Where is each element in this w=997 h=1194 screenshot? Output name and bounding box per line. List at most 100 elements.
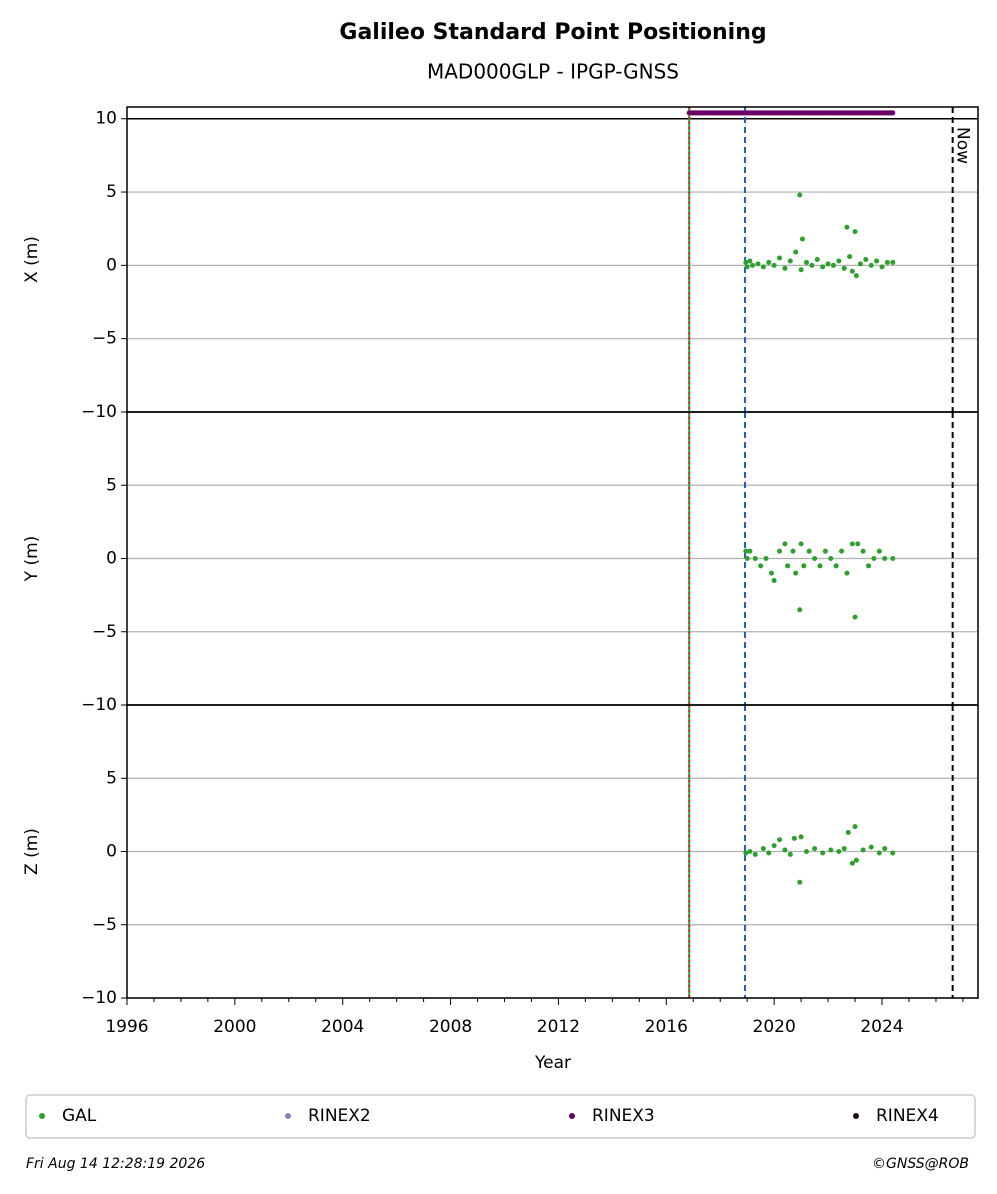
data-point	[798, 267, 804, 273]
data-point	[744, 556, 750, 561]
data-point	[890, 110, 896, 116]
data-point	[820, 264, 826, 270]
legend-marker	[285, 1113, 291, 1119]
data-point	[752, 110, 758, 116]
data-point	[882, 846, 888, 852]
data-point	[771, 262, 777, 268]
data-point	[836, 849, 842, 854]
y-tick-label: 0	[106, 255, 117, 275]
data-point	[820, 850, 826, 856]
data-point	[857, 261, 863, 267]
data-point	[777, 255, 783, 261]
data-point	[868, 844, 874, 850]
data-point	[791, 835, 797, 841]
data-point	[874, 110, 880, 116]
data-point	[747, 548, 753, 554]
data-point	[755, 261, 761, 267]
data-point	[853, 857, 859, 863]
y-tick-label: 10	[95, 109, 117, 129]
data-point	[890, 259, 896, 265]
data-point	[841, 846, 847, 852]
data-point	[798, 541, 804, 547]
data-point	[793, 249, 799, 255]
data-point	[876, 548, 882, 554]
data-point	[758, 563, 764, 569]
y-tick-label: −5	[92, 915, 117, 935]
data-point	[790, 548, 796, 554]
data-point	[787, 258, 793, 264]
y-tick-label: 0	[106, 842, 117, 862]
data-point	[752, 851, 758, 857]
data-point	[833, 563, 839, 569]
data-point	[686, 110, 692, 116]
data-point	[847, 110, 853, 116]
data-point	[798, 834, 804, 840]
data-point	[849, 860, 855, 866]
data-point	[799, 236, 805, 242]
data-point	[797, 192, 803, 198]
data-point	[820, 110, 826, 116]
data-point	[863, 257, 869, 262]
data-point	[793, 570, 799, 576]
data-point	[760, 264, 766, 270]
chart-title: Galileo Standard Point Positioning	[339, 20, 766, 45]
y-axis-label: Z (m)	[22, 828, 42, 875]
data-point	[752, 556, 758, 561]
x-tick-label: 2004	[321, 1017, 364, 1037]
data-point	[766, 110, 772, 116]
data-point	[852, 614, 858, 620]
y-axis-label: X (m)	[22, 236, 42, 283]
marker-label: Now	[953, 127, 973, 164]
data-point	[771, 843, 777, 849]
data-point	[833, 110, 839, 116]
data-point	[855, 541, 861, 547]
data-point	[698, 110, 704, 116]
data-point	[809, 262, 815, 268]
data-point	[839, 548, 845, 554]
y-tick-label: 5	[106, 182, 117, 202]
y-tick-label: −5	[92, 622, 117, 642]
data-point	[760, 846, 766, 852]
data-point	[844, 570, 850, 576]
data-point	[806, 548, 812, 554]
data-point	[747, 849, 753, 854]
data-point	[750, 262, 756, 268]
data-point	[743, 259, 749, 265]
data-point	[841, 265, 847, 271]
data-point	[876, 850, 882, 856]
data-point	[868, 262, 874, 268]
y-tick-label: −10	[81, 695, 117, 715]
data-point	[852, 229, 858, 235]
data-point	[879, 264, 885, 270]
data-point	[766, 850, 772, 856]
legend-marker	[39, 1113, 45, 1119]
data-point	[849, 268, 855, 274]
x-tick-label: 2008	[429, 1017, 472, 1037]
data-point	[812, 556, 818, 561]
data-point	[874, 258, 880, 264]
data-point	[844, 224, 850, 230]
data-point	[890, 850, 896, 856]
data-point	[771, 577, 777, 583]
x-tick-label: 2012	[537, 1017, 580, 1037]
data-point	[853, 273, 859, 279]
data-point	[777, 548, 783, 554]
footer-credit: ©GNSS@ROB	[872, 1156, 969, 1172]
data-point	[777, 837, 783, 843]
legend-label: RINEX3	[592, 1106, 655, 1126]
data-point	[782, 265, 788, 271]
data-point	[817, 563, 823, 569]
x-tick-label: 2000	[213, 1017, 256, 1037]
data-point	[836, 258, 842, 264]
x-tick-label: 1996	[105, 1017, 148, 1037]
data-point	[860, 847, 866, 853]
data-point	[845, 829, 851, 835]
data-point	[725, 110, 731, 116]
y-tick-label: 0	[106, 549, 117, 569]
x-axis-label: Year	[534, 1053, 571, 1073]
data-point	[814, 257, 820, 262]
y-tick-label: 5	[106, 475, 117, 495]
data-point	[782, 847, 788, 853]
data-point	[739, 110, 745, 116]
